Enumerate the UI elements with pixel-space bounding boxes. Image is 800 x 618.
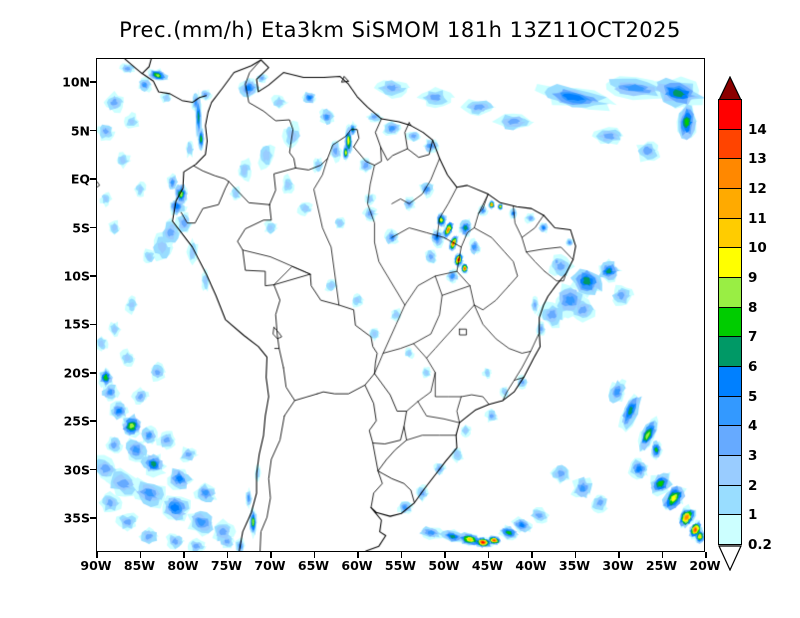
colorbar-tick-label: 5 — [748, 388, 758, 405]
colorbar-tick-label: 13 — [748, 151, 767, 168]
y-tick-label: 15S — [63, 316, 90, 332]
x-tick-label: 45W — [471, 558, 504, 573]
colorbar-tick-label: 8 — [748, 299, 758, 316]
colorbar-tick-label: 3 — [748, 448, 758, 464]
colorbar-tick-label: 7 — [748, 329, 758, 346]
colorbar-tick-label: 0.2 — [748, 537, 772, 553]
x-tick-label: 80W — [167, 558, 199, 573]
colorbar-tick-label: 14 — [748, 121, 767, 138]
colorbar-band — [718, 217, 742, 249]
x-tick-label: 90W — [80, 558, 112, 573]
x-tick-label: 70W — [254, 558, 286, 573]
y-tick-mark — [90, 275, 97, 277]
y-tick-mark — [90, 517, 97, 519]
x-tick-label: 65W — [297, 558, 330, 573]
colorbar-tick-label: 1 — [748, 507, 758, 524]
colorbar-band — [718, 365, 742, 397]
x-tick-label: 55W — [384, 558, 417, 573]
colorbar — [718, 98, 742, 545]
y-tick-mark — [90, 372, 97, 374]
y-tick-label: 25S — [63, 413, 90, 429]
y-tick-label: 10S — [63, 268, 90, 284]
y-tick-label: 30S — [63, 462, 90, 478]
x-axis-longitude: 90W 85W 80W 75W 70W 65W 60W 55W 50W 45W 40W 35W 30W 2… — [80, 552, 721, 580]
colorbar-band — [718, 158, 742, 189]
x-tick-mark — [531, 552, 533, 558]
colorbar-band — [718, 336, 742, 367]
colorbar-over-arrow — [718, 75, 742, 101]
colorbar-tick-label: 9 — [748, 270, 758, 286]
x-tick-mark — [313, 552, 315, 558]
precipitation-raster — [97, 59, 704, 551]
x-tick-mark — [661, 552, 663, 558]
y-tick-mark — [90, 129, 97, 132]
y-tick-label: 5N — [70, 123, 90, 139]
colorbar-band — [718, 454, 742, 486]
y-tick-label: 35S — [63, 510, 90, 526]
x-tick-mark — [183, 552, 185, 558]
x-tick-mark — [487, 552, 489, 558]
x-tick-mark — [139, 552, 141, 558]
colorbar-band — [718, 484, 742, 516]
chart-title: Prec.(mm/h) Eta3km SiSMOM 181h 13Z11OCT2… — [119, 18, 681, 42]
colorbar-band — [718, 514, 742, 545]
y-tick-mark — [90, 468, 97, 471]
x-tick-label: 20W — [689, 558, 721, 573]
colorbar-band — [718, 247, 742, 278]
x-tick-mark — [226, 552, 228, 558]
x-tick-mark — [400, 552, 402, 558]
x-tick-label: 75W — [210, 558, 243, 573]
x-tick-mark — [574, 552, 576, 558]
x-tick-mark — [270, 552, 272, 558]
colorbar-tick-label: 11 — [748, 210, 767, 227]
x-tick-label: 40W — [515, 558, 547, 573]
colorbar-band — [718, 128, 742, 160]
x-tick-mark — [705, 552, 707, 558]
y-tick-mark — [90, 226, 97, 229]
colorbar-tick-label: 6 — [748, 359, 758, 375]
colorbar-tick-label: 10 — [748, 240, 767, 257]
y-axis-latitude: 10N 5N EQ 5S 10S 15S 20S 25S 30S 35S — [42, 58, 90, 552]
colorbar-band — [718, 98, 742, 130]
x-tick-label: 30W — [602, 558, 634, 573]
x-tick-mark — [618, 552, 620, 558]
y-tick-mark — [90, 178, 97, 180]
y-tick-label: 10N — [62, 74, 90, 90]
y-tick-mark — [90, 323, 97, 326]
x-tick-label: 50W — [428, 558, 460, 573]
colorbar-band — [718, 187, 742, 219]
y-tick-mark — [90, 81, 97, 83]
x-tick-mark — [444, 552, 446, 558]
colorbar-tick-label: 12 — [748, 181, 767, 197]
x-tick-mark — [357, 552, 359, 558]
x-tick-label: 25W — [645, 558, 678, 573]
x-tick-label: 35W — [558, 558, 591, 573]
x-tick-mark — [96, 552, 98, 558]
colorbar-tick-label: 2 — [748, 477, 758, 494]
x-tick-label: 85W — [123, 558, 156, 573]
colorbar-under-arrow — [718, 545, 742, 572]
y-tick-label: 20S — [63, 365, 90, 381]
colorbar-band — [718, 276, 742, 308]
map-plot-area — [96, 58, 705, 552]
x-tick-label: 60W — [341, 558, 373, 573]
colorbar-tick-label: 4 — [748, 418, 758, 435]
y-tick-label: 5S — [72, 220, 90, 235]
y-tick-label: EQ — [70, 171, 90, 187]
y-tick-mark — [90, 420, 97, 422]
colorbar-band — [718, 425, 742, 456]
colorbar-band — [718, 395, 742, 427]
colorbar-band — [718, 306, 742, 338]
